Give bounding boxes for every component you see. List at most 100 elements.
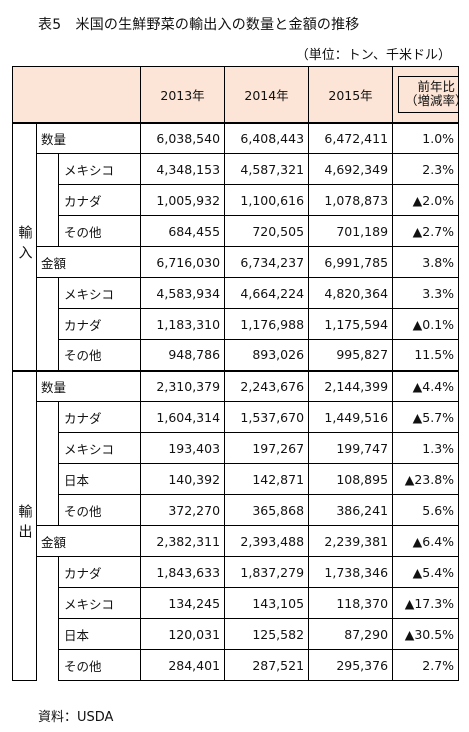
table-row: カナダ 1,843,633 1,837,279 1,738,346 ▲5.4% (13, 556, 460, 681)
value-2014: 4,587,321 (224, 153, 310, 185)
table-row: その他 948,786 893,026 995,827 11.5% (13, 339, 460, 371)
value-2015: 6,991,785 (308, 246, 394, 278)
export-group-label: 輸出 (12, 369, 37, 681)
value-2014: 4,664,224 (224, 277, 310, 309)
country-label: その他 (57, 339, 142, 371)
table-row: メキシコ 4,348,153 4,587,321 4,692,349 2.3% (13, 153, 460, 247)
country-label: メキシコ (57, 587, 142, 619)
import-quantity-label: 数量 (35, 121, 142, 154)
yoy-value: 5.6% (392, 494, 460, 526)
export-quantity-label: 数量 (35, 369, 142, 402)
value-2013: 120,031 (140, 618, 226, 650)
indent-cell (36, 153, 59, 247)
export-value-label: 金額 (35, 525, 142, 557)
value-2014: 1,537,670 (224, 401, 310, 433)
value-2013: 948,786 (140, 339, 226, 371)
value-2013: 193,403 (140, 432, 226, 464)
import-value-label: 金額 (35, 246, 142, 278)
table-row: メキシコ 134,245 143,105 118,370 ▲17.3% (13, 587, 460, 619)
value-2014: 1,100,616 (224, 184, 310, 216)
country-label: 日本 (57, 463, 142, 495)
value-2013: 372,270 (140, 494, 226, 526)
yoy-value: ▲23.8% (392, 463, 460, 495)
country-label: メキシコ (57, 432, 142, 464)
header-2013: 2013年 (140, 66, 226, 123)
yoy-value: 2.7% (392, 649, 460, 681)
table-row: 輸出 数量 2,310,379 2,243,676 2,144,399 ▲4.4% (12, 369, 460, 681)
header-row: 2013年 2014年 2015年 前年比（増減率） (11, 66, 460, 123)
yoy-value: ▲5.7% (392, 401, 460, 433)
yoy-header-box: 前年比（増減率） (398, 75, 458, 113)
header-corner (11, 66, 142, 123)
table-row: 日本 120,031 125,582 87,290 ▲30.5% (13, 618, 460, 650)
table-row: その他 284,401 287,521 295,376 2.7% (13, 649, 460, 681)
country-label: メキシコ (57, 277, 142, 309)
value-2015: 6,472,411 (308, 121, 394, 154)
value-2013: 684,455 (140, 215, 226, 247)
value-2015: 4,692,349 (308, 153, 394, 185)
yoy-value: 1.3% (392, 432, 460, 464)
yoy-value: 11.5% (392, 339, 460, 371)
value-2015: 295,376 (308, 649, 394, 681)
value-2014: 143,105 (224, 587, 310, 619)
table-row: 輸入 数量 6,038,540 6,408,443 6,472,411 1.0% (12, 121, 460, 371)
import-group-label: 輸入 (12, 121, 37, 371)
country-label: カナダ (57, 184, 142, 216)
country-label: その他 (57, 649, 142, 681)
header-yoy: 前年比（増減率） (392, 66, 460, 123)
value-2014: 893,026 (224, 339, 310, 371)
yoy-value: ▲4.4% (392, 369, 460, 402)
trade-table: 2013年 2014年 2015年 前年比（増減率） 輸入数量6,038,540… (11, 66, 460, 681)
yoy-value: ▲2.7% (392, 215, 460, 247)
value-2015: 386,241 (308, 494, 394, 526)
yoy-value: 1.0% (392, 121, 460, 154)
value-2015: 1,449,516 (308, 401, 394, 433)
value-2013: 6,038,540 (140, 121, 226, 154)
value-2015: 1,078,873 (308, 184, 394, 216)
table-row: カナダ 1,183,310 1,176,988 1,175,594 ▲0.1% (13, 308, 460, 340)
value-2014: 2,393,488 (224, 525, 310, 557)
country-label: カナダ (57, 401, 142, 433)
table-row: カナダ 1,604,314 1,537,670 1,449,516 ▲5.7% (13, 401, 460, 526)
source-note: 資料：USDA (38, 710, 114, 725)
yoy-value: 2.3% (392, 153, 460, 185)
header-2014: 2014年 (224, 66, 310, 123)
header-2015: 2015年 (308, 66, 394, 123)
value-2013: 4,348,153 (140, 153, 226, 185)
value-2014: 1,176,988 (224, 308, 310, 340)
indent-cell (36, 401, 59, 526)
export-label: 輸出 (16, 504, 33, 545)
table-row: カナダ 1,005,932 1,100,616 1,078,873 ▲2.0% (13, 184, 460, 216)
yoy-value: ▲30.5% (392, 618, 460, 650)
value-2015: 4,820,364 (308, 277, 394, 309)
yoy-value: ▲6.4% (392, 525, 460, 557)
value-2014: 6,734,237 (224, 246, 310, 278)
value-2013: 4,583,934 (140, 277, 226, 309)
value-2015: 108,895 (308, 463, 394, 495)
country-label: カナダ (57, 308, 142, 340)
table-row: その他 684,455 720,505 701,189 ▲2.7% (13, 215, 460, 247)
table-row: メキシコ 193,403 197,267 199,747 1.3% (13, 432, 460, 464)
value-2014: 125,582 (224, 618, 310, 650)
value-2013: 1,005,932 (140, 184, 226, 216)
yoy-value: 3.3% (392, 277, 460, 309)
value-2014: 197,267 (224, 432, 310, 464)
value-2015: 87,290 (308, 618, 394, 650)
value-2014: 1,837,279 (224, 556, 310, 588)
yoy-header-line2: （増減率） (405, 93, 458, 109)
value-2014: 6,408,443 (224, 121, 310, 154)
value-2013: 2,382,311 (140, 525, 226, 557)
table-row: その他 372,270 365,868 386,241 5.6% (13, 494, 460, 526)
value-2014: 720,505 (224, 215, 310, 247)
indent-cell (36, 556, 59, 681)
unit-note: （単位：トン、千米ドル） (295, 48, 451, 63)
value-2015: 2,239,381 (308, 525, 394, 557)
yoy-header-line1: 前年比 (417, 78, 456, 94)
value-2013: 140,392 (140, 463, 226, 495)
country-label: カナダ (57, 556, 142, 588)
value-2015: 1,175,594 (308, 308, 394, 340)
country-label: 日本 (57, 618, 142, 650)
value-2013: 284,401 (140, 649, 226, 681)
table-row: メキシコ 4,583,934 4,664,224 4,820,364 3.3% (13, 277, 460, 371)
value-2013: 2,310,379 (140, 369, 226, 402)
